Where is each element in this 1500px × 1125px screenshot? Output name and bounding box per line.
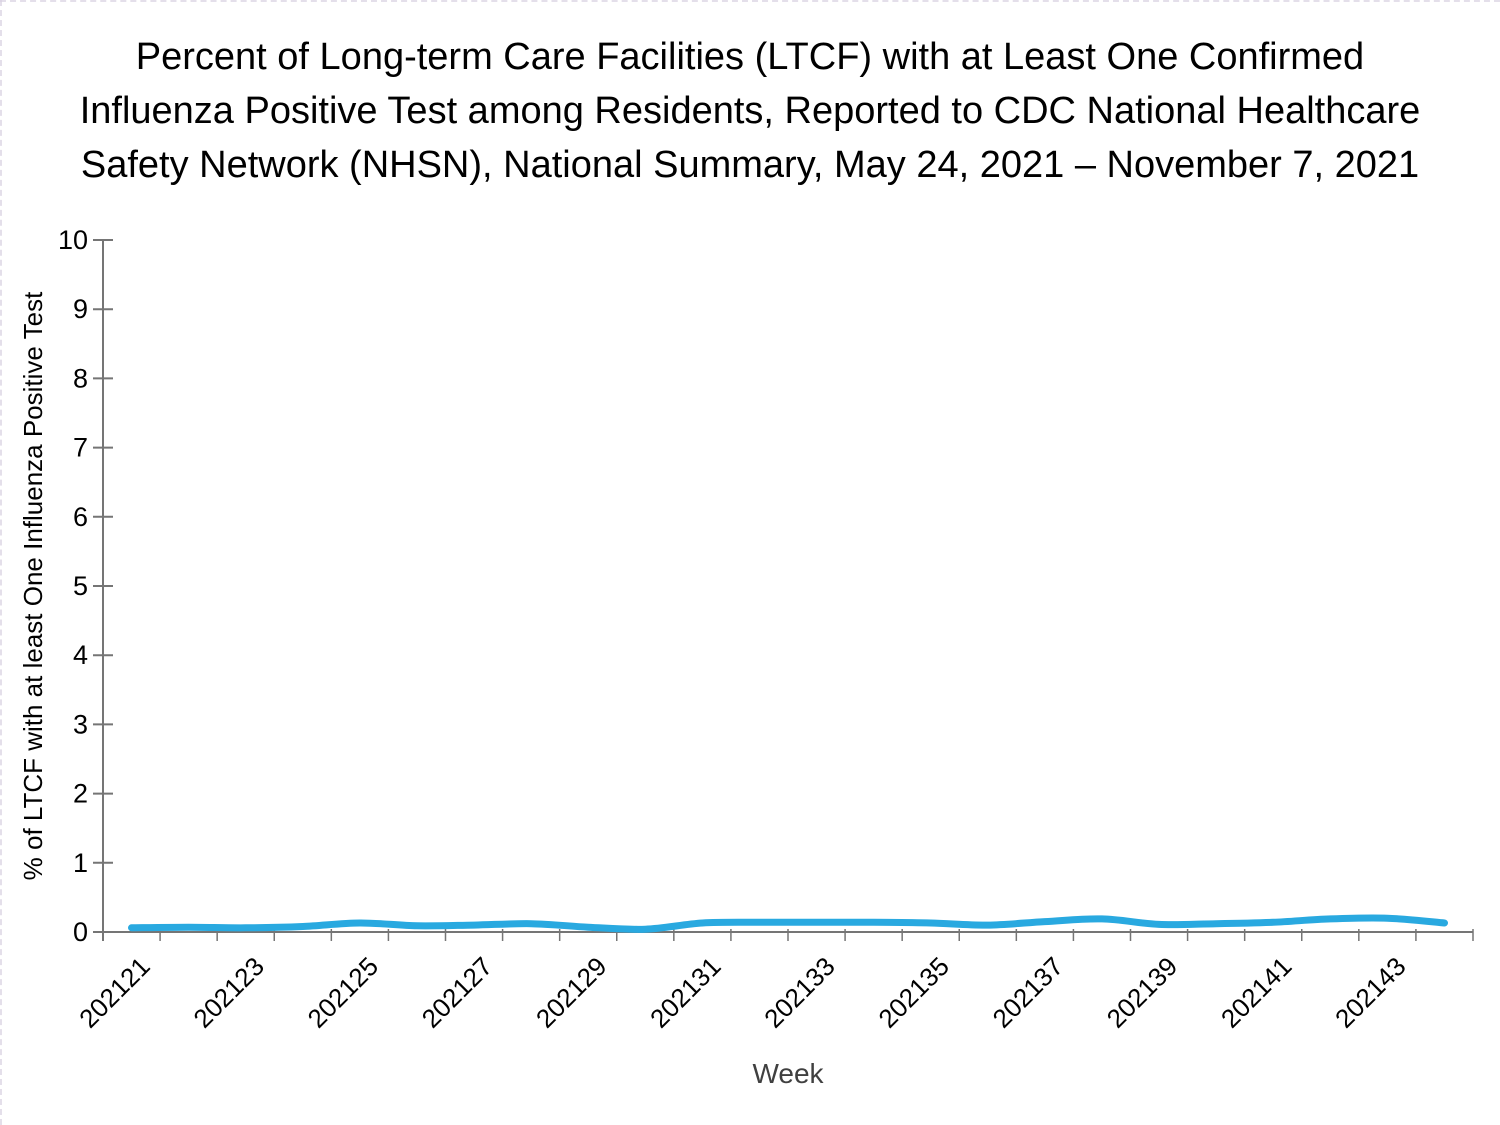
- y-tick-label: 1: [73, 848, 88, 878]
- y-tick-label: 7: [73, 433, 88, 463]
- x-tick-label: 202129: [530, 951, 613, 1034]
- chart-title-line-3: Safety Network (NHSN), National Summary,…: [80, 144, 1420, 186]
- y-tick-label: 10: [58, 225, 88, 255]
- y-tick-label: 6: [73, 502, 88, 532]
- x-tick-label: 202143: [1329, 951, 1412, 1034]
- y-tick-label: 0: [73, 917, 88, 947]
- x-tick-label: 202131: [644, 951, 727, 1034]
- x-tick-label: 202137: [987, 951, 1070, 1034]
- x-tick-label: 202133: [758, 951, 841, 1034]
- x-axis-title: Week: [752, 1058, 824, 1089]
- x-tick-label: 202125: [302, 951, 385, 1034]
- y-tick-label: 4: [73, 640, 88, 670]
- chart-title-line-2: Influenza Positive Test among Residents,…: [79, 90, 1421, 132]
- chart-title: Percent of Long-term Care Facilities (LT…: [20, 30, 1480, 192]
- x-tick-label: 202139: [1101, 951, 1184, 1034]
- x-tick-label: 202135: [872, 951, 955, 1034]
- y-tick-label: 2: [73, 779, 88, 809]
- x-tick-label: 202123: [187, 951, 270, 1034]
- y-tick-label: 3: [73, 709, 88, 739]
- y-tick-label: 9: [73, 294, 88, 324]
- slide-edge-left: [0, 0, 2, 1125]
- y-tick-label: 5: [73, 571, 88, 601]
- data-line-ltcf-influenza: [128, 914, 1448, 933]
- y-axis-title: % of LTCF with at least One Influenza Po…: [18, 291, 48, 880]
- y-tick-label: 8: [73, 363, 88, 393]
- x-tick-label: 202141: [1215, 951, 1298, 1034]
- chart-title-line-1: Percent of Long-term Care Facilities (LT…: [135, 36, 1365, 78]
- x-tick-label: 202127: [416, 951, 499, 1034]
- slide-edge-top: [0, 0, 1500, 2]
- x-tick-label: 202121: [73, 951, 156, 1034]
